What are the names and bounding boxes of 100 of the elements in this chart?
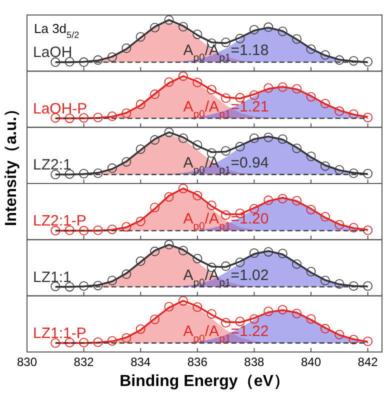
annotation: A$_{p0}$/A$_{p1}$=1.21: [183, 98, 269, 120]
point: [64, 225, 74, 235]
point: [264, 83, 274, 93]
point: [264, 306, 274, 316]
point: [320, 161, 330, 171]
point: [178, 184, 188, 194]
point: [93, 112, 103, 122]
point: [278, 134, 288, 144]
point: [93, 280, 103, 290]
x-tick-label: 836: [187, 355, 208, 369]
point: [93, 168, 103, 178]
point: [192, 302, 202, 312]
x-tick-label: 834: [130, 355, 151, 369]
annotation: A$_{p0}$/A$_{p1}$=0.94: [183, 154, 269, 176]
point: [93, 55, 103, 65]
point: [292, 144, 302, 154]
annotation: A$_{p0}$/A$_{p1}$=1.20: [183, 210, 269, 233]
point: [249, 24, 259, 34]
point: [136, 324, 146, 334]
point: [334, 165, 344, 175]
point: [221, 210, 231, 220]
point: [278, 248, 288, 258]
point: [136, 216, 146, 226]
point: [278, 82, 288, 92]
point: [292, 34, 302, 44]
point: [348, 281, 358, 291]
point: [334, 220, 344, 230]
text: LZ1:1-P: [33, 325, 86, 342]
point: [50, 113, 60, 123]
point: [64, 56, 74, 66]
point: [64, 338, 74, 348]
point: [107, 224, 117, 234]
x-tick-label: 830: [16, 355, 38, 369]
point: [178, 133, 188, 143]
point: [164, 302, 174, 312]
point: [192, 30, 202, 40]
point: [278, 194, 288, 204]
point: [264, 196, 274, 206]
point: [164, 128, 174, 138]
point: [107, 336, 117, 346]
point: [292, 196, 302, 206]
point: [192, 140, 202, 150]
point: [178, 246, 188, 256]
point: [235, 258, 245, 268]
point: [50, 338, 60, 348]
annotation: A$_{p0}$/A$_{p1}$=1.18: [183, 42, 269, 64]
point: [249, 133, 259, 143]
point: [235, 316, 245, 326]
point: [50, 170, 60, 180]
point: [363, 281, 373, 291]
point: [249, 204, 259, 214]
point: [79, 168, 89, 178]
point: [334, 106, 344, 116]
point: [93, 225, 103, 235]
point: [264, 247, 274, 257]
point: [306, 44, 316, 54]
point: [107, 111, 117, 121]
point: [221, 93, 231, 103]
point: [363, 168, 373, 178]
point: [122, 269, 132, 279]
point: [221, 146, 231, 156]
point: [264, 132, 274, 142]
point: [292, 84, 302, 94]
point: [164, 15, 174, 25]
point: [221, 318, 231, 328]
point: [178, 22, 188, 32]
point: [249, 90, 259, 100]
point: [249, 314, 259, 324]
point: [64, 114, 74, 124]
point: [348, 168, 358, 178]
point: [363, 336, 373, 346]
point: [206, 84, 216, 94]
point: [150, 202, 160, 212]
point: [122, 157, 132, 167]
point: [292, 308, 302, 318]
point: [320, 212, 330, 222]
point: [136, 100, 146, 110]
point: [306, 152, 316, 162]
point: [93, 337, 103, 347]
point: [192, 190, 202, 200]
point: [79, 57, 89, 67]
point: [206, 309, 216, 319]
y-axis-title: Intensity（a.u.）: [3, 100, 20, 226]
x-tick-label: 840: [300, 355, 322, 369]
point: [363, 225, 373, 235]
point: [122, 44, 132, 53]
point: [150, 22, 160, 32]
x-axis-title: Binding Energy（eV）: [120, 373, 290, 390]
point: [79, 338, 89, 348]
point: [178, 71, 188, 81]
point: [348, 56, 358, 66]
point: [320, 98, 330, 108]
x-tick-label: 842: [358, 355, 378, 369]
point: [320, 324, 330, 334]
point: [122, 108, 132, 118]
text: LaOH: [33, 44, 72, 62]
point: [235, 34, 245, 44]
text: LZ2:1-P: [33, 212, 86, 230]
point: [306, 92, 316, 102]
annotation: A$_{p0}$/A$_{p1}$=1.22: [183, 323, 269, 345]
